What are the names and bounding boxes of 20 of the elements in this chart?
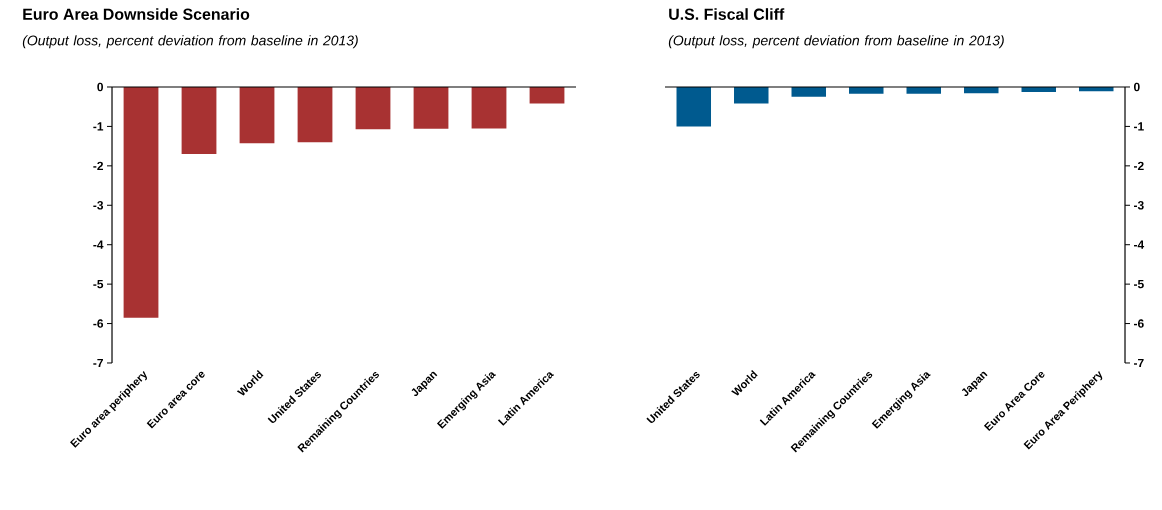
y-tick-label: 0 — [1134, 82, 1140, 92]
y-tick-label: -1 — [1134, 122, 1144, 131]
y-tick-label: -5 — [1134, 279, 1144, 289]
y-tick-label: -7 — [1134, 358, 1144, 368]
y-tick-label: -1 — [93, 122, 104, 131]
y-tick-label: -3 — [1134, 201, 1144, 210]
y-tick-label: -2 — [93, 161, 104, 171]
y-tick-label: -6 — [1134, 319, 1144, 328]
y-tick-label: -4 — [1134, 240, 1145, 249]
chart-subtitle: (Output loss, percent deviation from baseline in 2013) — [22, 35, 358, 49]
y-tick-label: -4 — [93, 240, 104, 249]
chart-subtitle: (Output loss, percent deviation from baseline in 2013) — [668, 35, 1004, 49]
y-tick-label: 0 — [97, 82, 103, 92]
y-tick-label: -5 — [93, 279, 104, 289]
y-tick-label: -6 — [93, 319, 104, 328]
chart-title: Euro Area Downside Scenario — [23, 8, 250, 20]
y-tick-label: -3 — [93, 201, 104, 210]
y-tick-label: -2 — [1134, 161, 1144, 171]
y-tick-label: -7 — [93, 358, 103, 368]
chart-title: U.S. Fiscal Cliff — [669, 8, 785, 20]
